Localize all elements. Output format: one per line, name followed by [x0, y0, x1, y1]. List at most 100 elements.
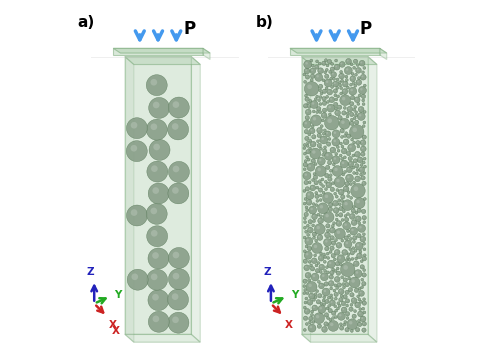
Circle shape	[360, 88, 362, 90]
Circle shape	[311, 186, 313, 188]
Circle shape	[341, 145, 344, 148]
Circle shape	[318, 281, 319, 282]
Circle shape	[327, 183, 329, 185]
Circle shape	[305, 273, 311, 278]
Circle shape	[337, 146, 338, 147]
Circle shape	[363, 162, 364, 163]
Circle shape	[320, 302, 323, 305]
Circle shape	[360, 62, 362, 63]
Circle shape	[148, 97, 170, 118]
Circle shape	[356, 295, 360, 298]
Circle shape	[334, 168, 338, 171]
Circle shape	[352, 247, 355, 250]
Circle shape	[360, 300, 362, 303]
Circle shape	[347, 230, 348, 231]
Circle shape	[330, 67, 334, 71]
Circle shape	[312, 275, 315, 277]
Circle shape	[356, 328, 358, 330]
Circle shape	[353, 159, 358, 163]
Circle shape	[327, 257, 330, 260]
Circle shape	[359, 288, 360, 289]
Circle shape	[362, 317, 363, 319]
Circle shape	[340, 326, 344, 330]
Circle shape	[334, 82, 336, 84]
Circle shape	[316, 111, 318, 114]
Circle shape	[356, 177, 358, 179]
Circle shape	[362, 71, 364, 74]
Circle shape	[347, 257, 348, 258]
Circle shape	[347, 106, 352, 112]
Circle shape	[334, 102, 338, 107]
Circle shape	[337, 272, 338, 273]
Circle shape	[344, 236, 348, 240]
Circle shape	[322, 185, 324, 188]
Circle shape	[305, 160, 306, 161]
Circle shape	[363, 121, 366, 124]
Circle shape	[326, 174, 327, 176]
Circle shape	[314, 175, 318, 180]
Circle shape	[340, 295, 343, 298]
Circle shape	[326, 271, 330, 274]
Circle shape	[358, 224, 366, 232]
Circle shape	[353, 82, 354, 83]
Circle shape	[318, 294, 320, 296]
Circle shape	[352, 81, 356, 84]
Circle shape	[362, 75, 364, 77]
Circle shape	[330, 85, 334, 88]
Circle shape	[330, 276, 332, 277]
Circle shape	[344, 215, 347, 218]
Circle shape	[304, 212, 308, 216]
Circle shape	[354, 237, 355, 238]
Polygon shape	[290, 48, 386, 53]
Circle shape	[326, 247, 327, 249]
Circle shape	[324, 146, 326, 149]
Circle shape	[364, 254, 365, 255]
Text: P: P	[183, 20, 195, 38]
Circle shape	[322, 79, 324, 80]
Circle shape	[304, 68, 310, 74]
Circle shape	[358, 320, 360, 322]
Circle shape	[361, 176, 365, 180]
Circle shape	[321, 178, 324, 181]
Circle shape	[331, 188, 332, 189]
Circle shape	[310, 317, 311, 319]
Circle shape	[320, 92, 323, 95]
Circle shape	[319, 63, 320, 64]
Circle shape	[334, 207, 339, 213]
Circle shape	[350, 102, 352, 104]
Circle shape	[347, 60, 348, 62]
Polygon shape	[114, 48, 210, 53]
Circle shape	[330, 294, 332, 297]
Circle shape	[343, 186, 349, 192]
Circle shape	[320, 183, 321, 184]
Circle shape	[322, 138, 324, 140]
Circle shape	[324, 188, 328, 190]
Circle shape	[323, 328, 324, 329]
Circle shape	[305, 95, 306, 96]
Circle shape	[346, 79, 347, 80]
Circle shape	[320, 284, 322, 286]
Circle shape	[329, 309, 330, 311]
Circle shape	[336, 220, 342, 226]
Circle shape	[308, 206, 316, 214]
Circle shape	[334, 103, 336, 105]
Circle shape	[362, 233, 366, 236]
Circle shape	[332, 77, 336, 80]
Circle shape	[308, 181, 311, 184]
Circle shape	[306, 137, 307, 139]
Circle shape	[347, 87, 348, 88]
Circle shape	[350, 83, 352, 86]
Circle shape	[350, 76, 356, 81]
Circle shape	[326, 224, 330, 228]
Circle shape	[362, 301, 366, 305]
Circle shape	[351, 257, 354, 260]
Circle shape	[316, 127, 322, 133]
Circle shape	[320, 136, 328, 144]
Circle shape	[339, 118, 350, 129]
Circle shape	[356, 328, 360, 332]
Circle shape	[352, 210, 354, 211]
Circle shape	[320, 205, 323, 209]
Circle shape	[329, 318, 332, 321]
Circle shape	[318, 99, 320, 102]
Circle shape	[340, 79, 344, 82]
